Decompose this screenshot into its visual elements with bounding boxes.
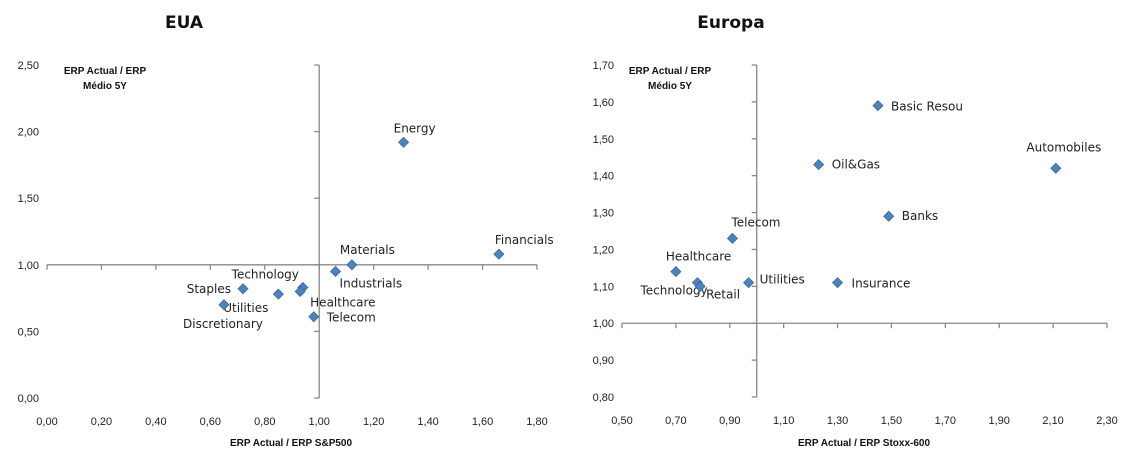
y-axis-label-line1-europa: ERP Actual / ERP xyxy=(629,66,712,77)
data-point-label-eua: Financials xyxy=(495,233,554,247)
x-tick-label-europa: 2,30 xyxy=(1096,415,1117,427)
data-point-europa xyxy=(726,232,739,244)
y-tick-label-europa: 1,70 xyxy=(593,60,614,72)
x-tick-label-eua: 0,40 xyxy=(145,416,166,428)
x-tick-label-europa: 1,50 xyxy=(881,415,902,427)
data-point-eua xyxy=(346,259,358,271)
x-tick-label-eua: 1,20 xyxy=(363,416,384,428)
x-tick-label-europa: 1,10 xyxy=(773,415,794,427)
data-point-label-europa: Healthcare xyxy=(666,250,731,264)
x-tick-label-eua: 1,60 xyxy=(472,416,493,428)
x-tick-label-europa: 2,10 xyxy=(1042,415,1063,427)
y-axis-label-line1-eua: ERP Actual / ERP xyxy=(64,66,147,77)
data-point-label-europa: Technology xyxy=(639,284,707,298)
plot-area-europa: 0,80 0,90 1,00 1,10 1,20 1,30 1,40 1,50 1,60 1,70… xyxy=(593,60,1118,427)
x-tick-label-europa: 1,90 xyxy=(989,415,1010,427)
chart-europa: Europa ERP Actual / ERP Médio 5Y ERP Act… xyxy=(593,13,1118,449)
data-point-europa xyxy=(813,159,825,171)
data-point-label-europa: Oil&Gas xyxy=(832,158,880,172)
data-point-eua xyxy=(272,288,284,300)
data-point-label-europa: Retail xyxy=(706,287,740,301)
chart-eua: EUA ERP Actual / ERP Médio 5Y ERP Actual… xyxy=(18,13,554,449)
data-point-label-eua: Industrials xyxy=(340,276,403,290)
x-axis-label-europa: ERP Actual / ERP Stoxx-600 xyxy=(798,438,931,449)
y-axis-label-line2-europa: Médio 5Y xyxy=(648,81,692,92)
x-tick-label-eua: 1,00 xyxy=(309,416,330,428)
x-tick-label-eua: 0,00 xyxy=(36,416,57,428)
y-tick-label-europa: 0,90 xyxy=(593,355,614,367)
data-point-eua xyxy=(237,283,249,295)
x-tick-label-europa: 0,70 xyxy=(665,415,686,427)
data-point-europa xyxy=(872,100,884,112)
data-point-europa xyxy=(1050,162,1062,174)
data-point-eua xyxy=(329,265,342,278)
x-tick-label-eua: 1,80 xyxy=(526,416,547,428)
data-point-label-eua: Telecom xyxy=(326,311,376,325)
y-tick-label-eua: 2,00 xyxy=(18,127,39,139)
data-point-label-eua: Utilities xyxy=(223,301,268,315)
y-tick-label-europa: 1,40 xyxy=(593,171,614,183)
data-point-label-europa: Insurance xyxy=(852,277,911,291)
data-point-label-eua: Technology xyxy=(231,267,299,281)
y-tick-label-europa: 1,20 xyxy=(593,244,614,256)
data-point-europa xyxy=(883,210,895,222)
x-tick-label-europa: 1,30 xyxy=(827,415,848,427)
data-point-label-eua: Discretionary xyxy=(183,317,263,331)
y-tick-label-europa: 1,00 xyxy=(593,318,614,330)
data-point-eua xyxy=(308,311,320,323)
y-tick-label-eua: 1,50 xyxy=(18,193,39,205)
data-point-europa xyxy=(670,266,682,278)
x-tick-label-eua: 0,60 xyxy=(200,416,221,428)
data-point-label-europa: Basic Resou xyxy=(891,100,963,114)
x-tick-label-eua: 1,40 xyxy=(417,416,438,428)
data-point-label-europa: Automobiles xyxy=(1026,140,1101,154)
x-tick-label-eua: 0,80 xyxy=(254,416,275,428)
data-point-eua xyxy=(294,285,306,298)
y-tick-label-europa: 1,50 xyxy=(593,134,614,146)
plot-area-eua: 0,00 0,50 1,00 1,50 2,00 2,50 0,00 0,20 0,40 0,60… xyxy=(18,60,554,428)
chart-title-eua: EUA xyxy=(165,13,204,33)
data-point-label-eua: Healthcare xyxy=(310,295,375,309)
data-point-eua xyxy=(218,299,230,311)
y-tick-label-eua: 0,00 xyxy=(18,393,39,405)
y-tick-label-europa: 1,30 xyxy=(593,208,614,220)
data-point-eua xyxy=(493,248,505,260)
data-point-label-eua: Staples xyxy=(187,282,231,296)
data-point-label-eua: Materials xyxy=(340,243,395,257)
data-point-label-eua: Energy xyxy=(394,121,436,135)
x-tick-label-europa: 0,50 xyxy=(611,415,632,427)
x-axis-label-eua: ERP Actual / ERP S&P500 xyxy=(230,438,353,449)
data-point-label-europa: Banks xyxy=(902,209,938,223)
x-tick-label-europa: 1,70 xyxy=(935,415,956,427)
data-point-label-europa: Telecom xyxy=(730,215,780,229)
y-tick-label-eua: 2,50 xyxy=(18,60,39,72)
y-tick-label-europa: 1,10 xyxy=(593,281,614,293)
y-tick-label-eua: 0,50 xyxy=(18,326,39,338)
data-point-label-europa: Utilities xyxy=(760,273,805,287)
x-tick-label-eua: 0,20 xyxy=(91,416,112,428)
data-point-europa xyxy=(831,277,844,289)
x-tick-label-europa: 0,90 xyxy=(719,415,740,427)
chart-title-europa: Europa xyxy=(697,13,764,33)
y-tick-label-europa: 0,80 xyxy=(593,392,614,404)
data-point-europa xyxy=(694,280,706,292)
y-tick-label-europa: 1,60 xyxy=(593,97,614,109)
y-axis-label-line2-eua: Médio 5Y xyxy=(83,81,127,92)
y-tick-label-eua: 1,00 xyxy=(18,260,39,272)
data-point-europa xyxy=(743,277,755,289)
data-point-eua xyxy=(398,136,410,148)
